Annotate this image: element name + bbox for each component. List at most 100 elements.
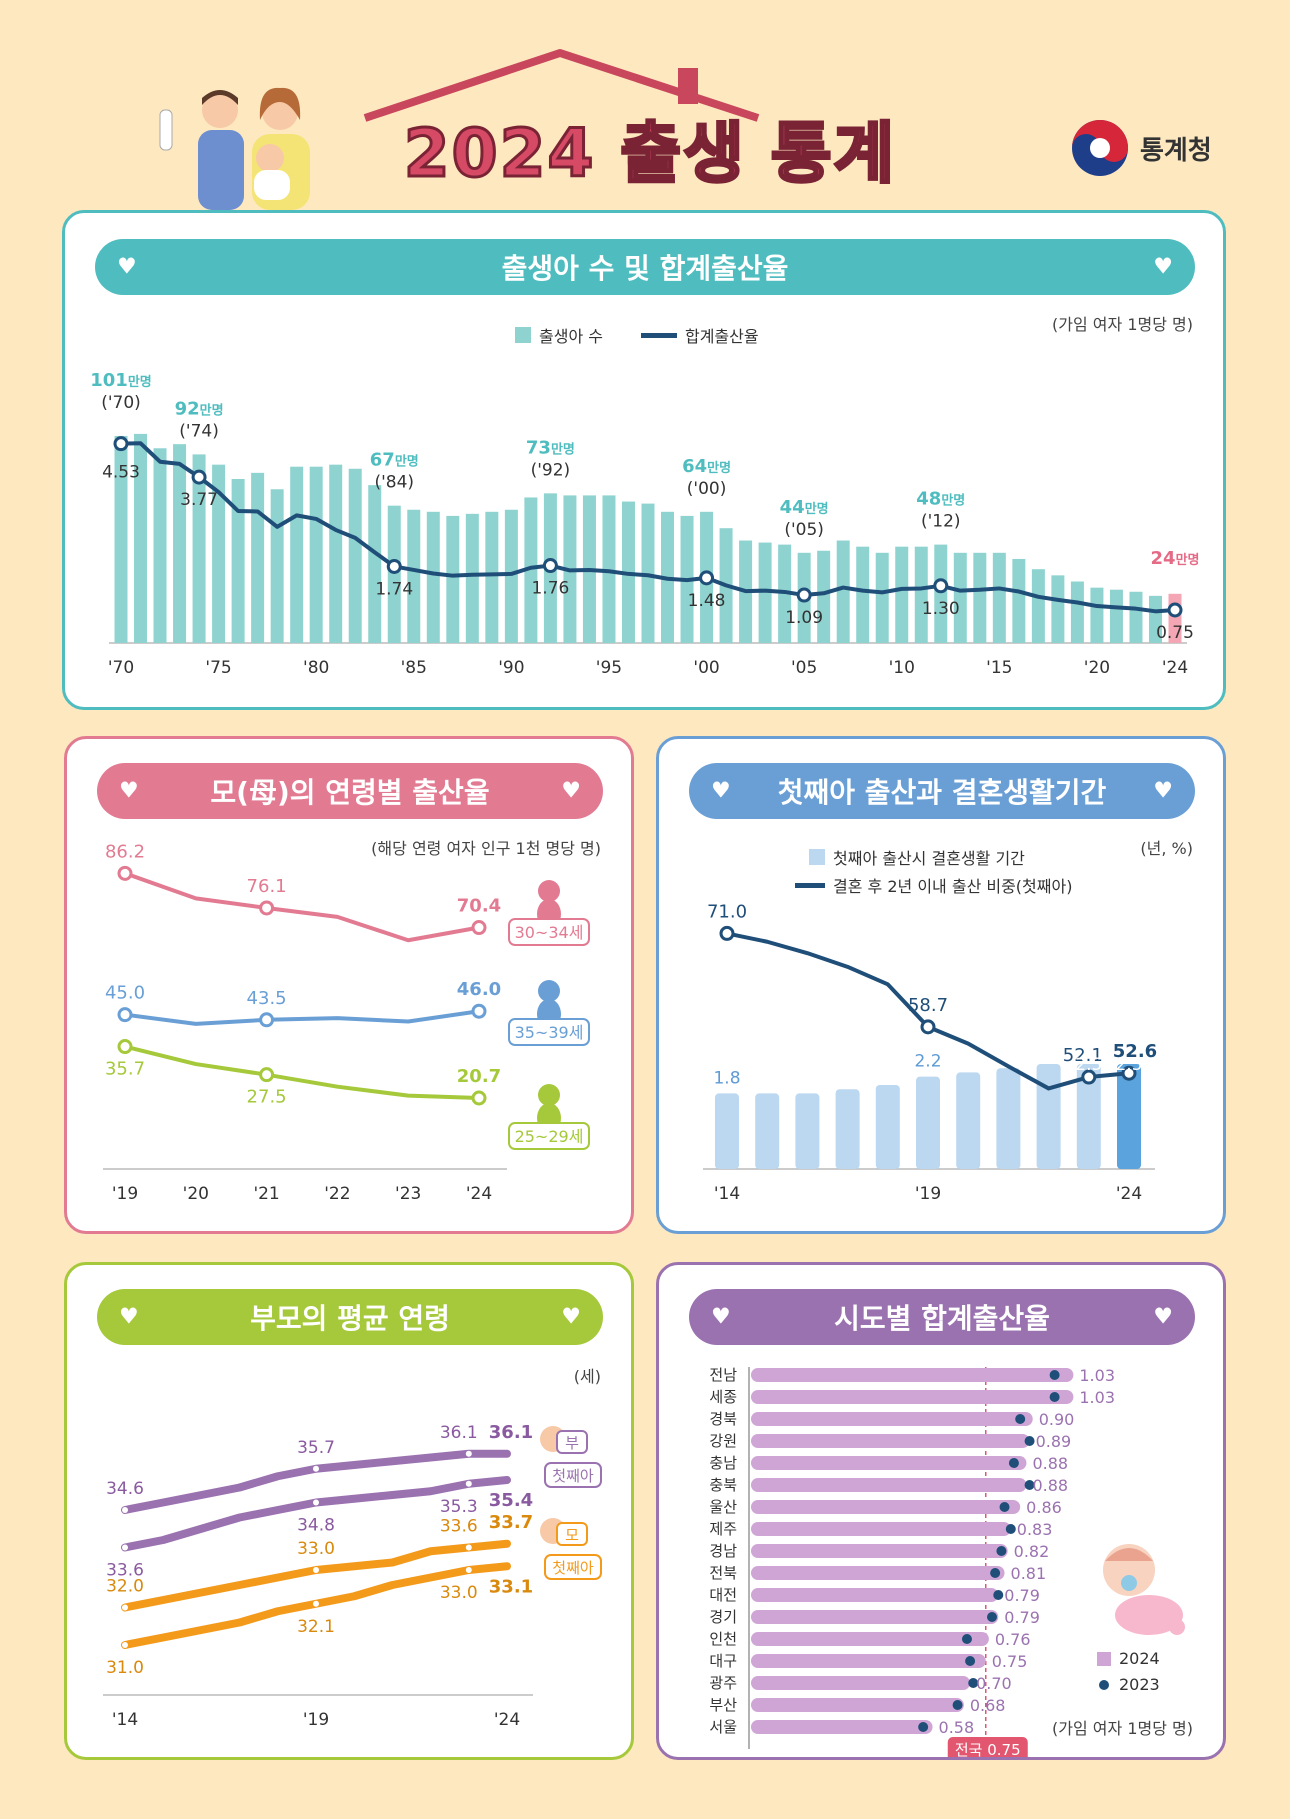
birth-label-year: ('05): [784, 520, 824, 540]
birth-label-value: 44: [780, 497, 805, 518]
duration-label: 1.8: [713, 1068, 740, 1088]
age-label: 43.5: [247, 988, 287, 1009]
mother-age-title-pill: ♥ 모(母)의 연령별 출산율 ♥: [97, 763, 603, 819]
duration-bar: [1036, 1064, 1061, 1169]
region-name: 경기: [709, 1608, 737, 1626]
x-tick: '75: [205, 658, 231, 678]
parent-age-marker: [313, 1600, 319, 1607]
national-badge: [947, 1737, 1028, 1757]
birth-bar: [426, 511, 440, 643]
age-marker: [471, 1090, 487, 1106]
birth-label-year: ('12): [921, 512, 961, 532]
age-marker: [471, 1003, 487, 1019]
parent-age-marker: [122, 1642, 128, 1648]
region-name: 충남: [709, 1454, 737, 1472]
x-tick: '23: [395, 1184, 421, 1204]
x-tick: '24: [1116, 1184, 1142, 1204]
father-badge: [556, 1430, 588, 1454]
birth-bar: [934, 544, 948, 643]
share-marker: [920, 1019, 936, 1035]
heart-icon: ♥: [561, 1304, 581, 1330]
region-dot-2023: [987, 1612, 998, 1622]
birth-bar: [895, 546, 909, 643]
age-line: [124, 1009, 480, 1026]
region-bar-2024: [751, 1588, 999, 1602]
x-tick: '19: [915, 1184, 941, 1204]
region-chart: 전남 1.03 세종 1.03 경북 0.90 강원 0.89 충남 0.88 충북 0.88 울산 0.…: [709, 1366, 1115, 1757]
age-badge: [508, 918, 590, 946]
parent-age-marker: [122, 1507, 128, 1513]
age-label: 35.7: [105, 1059, 145, 1080]
father-first-badge: [544, 1462, 602, 1488]
pregnant-woman-icon: [538, 1084, 560, 1106]
national-label: 전국 0.75: [955, 1741, 1021, 1757]
parent-age-marker: [313, 1567, 319, 1573]
birth-label-suffix: 만명: [1176, 552, 1200, 568]
region-legend-2024: 2024: [1097, 1649, 1160, 1668]
birth-bar: [407, 509, 421, 643]
duration-bar: [1076, 1064, 1101, 1169]
region-value: 0.88: [1032, 1476, 1068, 1495]
x-tick: '20: [183, 1184, 209, 1204]
share-marker: [1121, 1065, 1137, 1081]
birth-label-suffix: 만명: [805, 501, 829, 517]
region-dot-2023: [952, 1700, 963, 1710]
legend-line-swatch: [640, 332, 677, 338]
parent-age-marker: [313, 1499, 319, 1506]
tfr-marker: [113, 436, 129, 452]
age-marker: [259, 900, 275, 916]
region-dot-2023: [1049, 1392, 1060, 1402]
duration-bar: [916, 1076, 940, 1169]
region-value: 0.82: [1014, 1542, 1050, 1561]
region-name: 부산: [709, 1696, 737, 1714]
parent-age-latest: 36.1: [489, 1422, 533, 1443]
birth-bar: [387, 505, 401, 643]
legend-bar-swatch: [809, 849, 825, 865]
region-name: 전북: [709, 1564, 737, 1582]
region-name: 전남: [709, 1366, 737, 1384]
heart-icon: ♥: [1153, 778, 1173, 804]
birth-bar: [114, 435, 128, 643]
region-value: 1.03: [1079, 1388, 1115, 1407]
birth-panel-title-pill: ♥ 출생아 수 및 합계출산율 ♥: [95, 239, 1195, 295]
region-dot-2023: [918, 1722, 929, 1732]
duration-bar: [956, 1072, 981, 1169]
tfr-label: 3.77: [180, 490, 218, 510]
x-tick: '10: [889, 658, 915, 678]
birth-label-value: 101: [90, 370, 128, 391]
x-tick: '85: [401, 658, 427, 678]
birth-bar: [173, 444, 187, 643]
birth-label-suffix: 만명: [941, 493, 965, 509]
father-badge-label: 부: [565, 1434, 579, 1452]
parent-age-label: 33.0: [440, 1583, 478, 1603]
legend-2023-label: 2023: [1119, 1675, 1160, 1694]
age-badge: [508, 1018, 590, 1046]
region-dot-2023: [968, 1678, 979, 1688]
house-roof-icon: [363, 49, 760, 122]
region-bar-2024: [751, 1720, 933, 1734]
birth-bar: [856, 546, 870, 643]
region-name: 제주: [709, 1520, 737, 1538]
region-dot-2023: [990, 1568, 1001, 1578]
mother-first-badge: [544, 1554, 602, 1580]
heart-icon: ♥: [1153, 1304, 1173, 1330]
tfr-marker: [699, 570, 715, 586]
region-dot-2023: [993, 1590, 1004, 1600]
age-marker: [471, 920, 487, 936]
birth-label-suffix: 만명: [707, 460, 731, 476]
birth-bar: [251, 472, 265, 643]
mother-badge: [556, 1522, 588, 1546]
share-label: 52.6: [1113, 1041, 1157, 1062]
parent-age-label: 33.0: [297, 1539, 335, 1559]
birth-bar: [231, 479, 245, 643]
parent-age-label: 36.1: [440, 1423, 478, 1443]
tfr-marker: [386, 558, 402, 574]
tfr-label: 1.09: [785, 608, 823, 628]
tfr-label: 1.74: [375, 579, 413, 599]
birth-bar: [953, 552, 967, 643]
legend-2023-dot: [1099, 1679, 1109, 1690]
birth-label-value: 48: [916, 489, 941, 510]
birth-bar: [758, 542, 772, 643]
region-value: 0.81: [1011, 1564, 1047, 1583]
region-bar-2024: [751, 1456, 1027, 1470]
